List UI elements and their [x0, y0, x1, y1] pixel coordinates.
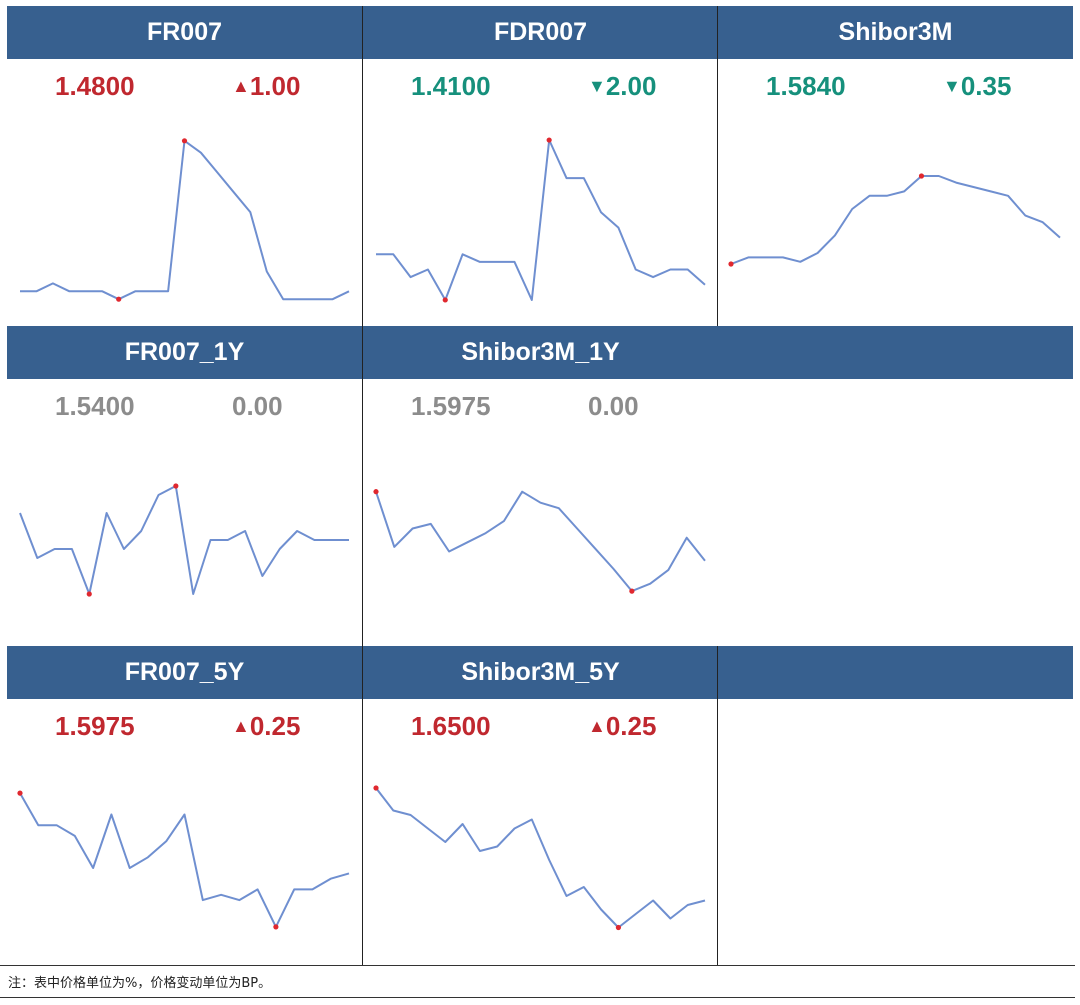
grid-divider [717, 646, 718, 965]
panel-title: Shibor3M_1Y [363, 326, 718, 379]
empty-header [718, 646, 1073, 699]
change-value: ▼0.35 [943, 71, 1012, 101]
triangle-up-icon: ▲ [232, 716, 250, 736]
extreme-point-marker [442, 297, 448, 303]
series-line [20, 139, 350, 301]
price-value: 1.4100 [411, 71, 491, 101]
grid-divider [362, 6, 363, 965]
note-rule-top [0, 965, 1075, 966]
price-value: 1.5975 [55, 711, 135, 741]
sparkline [373, 785, 706, 931]
series-line [375, 490, 706, 593]
extreme-point-marker [116, 296, 122, 302]
empty-header [718, 326, 1073, 379]
extreme-point-marker [373, 489, 379, 495]
extreme-point-marker [373, 785, 379, 791]
note-rule-bottom [0, 997, 1075, 998]
sparkline [376, 137, 706, 303]
footnote: 注：表中价格单位为%，价格变动单位为BP。 [8, 976, 272, 991]
panel-title: FR007_1Y [7, 326, 362, 379]
price-value: 1.5840 [766, 71, 846, 101]
panel-title: FR007_5Y [7, 646, 362, 699]
price-value: 1.6500 [411, 711, 491, 741]
change-value: ▲1.00 [232, 71, 301, 101]
series-line [730, 175, 1061, 265]
triangle-up-icon: ▲ [232, 76, 250, 96]
series-line [375, 787, 706, 929]
extreme-point-marker [273, 924, 279, 930]
triangle-down-icon: ▼ [943, 76, 961, 96]
grid-divider [717, 6, 718, 326]
series-line [19, 485, 349, 595]
price-value: 1.5975 [411, 391, 491, 421]
change-value: ▲0.25 [588, 711, 657, 741]
panel-title: FDR007 [363, 6, 718, 59]
price-value: 1.4800 [55, 71, 135, 101]
panel-title: Shibor3M [718, 6, 1073, 59]
extreme-point-marker [173, 483, 179, 489]
triangle-up-icon: ▲ [588, 716, 606, 736]
change-value: ▼2.00 [588, 71, 657, 101]
panel-title: Shibor3M_5Y [363, 646, 718, 699]
extreme-point-marker [181, 138, 188, 144]
extreme-point-marker [629, 588, 635, 594]
change-value: 0.00 [232, 391, 283, 421]
extreme-point-marker [728, 261, 734, 267]
panel-title: FR007 [7, 6, 362, 59]
sparkline [728, 173, 1061, 267]
rate-dashboard: FR007 1.4800 ▲1.00 FDR007 1.4100 ▼2.00 S… [7, 6, 1073, 965]
extreme-point-marker [918, 173, 925, 179]
change-value: ▲0.25 [232, 711, 301, 741]
extreme-point-marker [17, 790, 23, 796]
extreme-point-marker [86, 591, 92, 597]
sparkline [20, 138, 350, 302]
sparkline [19, 483, 349, 597]
price-value: 1.5400 [55, 391, 135, 421]
extreme-point-marker [615, 924, 622, 931]
series-line [19, 792, 350, 928]
change-value: 0.00 [588, 391, 639, 421]
sparkline [373, 489, 706, 594]
triangle-down-icon: ▼ [588, 76, 606, 96]
series-line [376, 139, 706, 301]
sparkline [17, 790, 350, 930]
extreme-point-marker [546, 137, 552, 143]
